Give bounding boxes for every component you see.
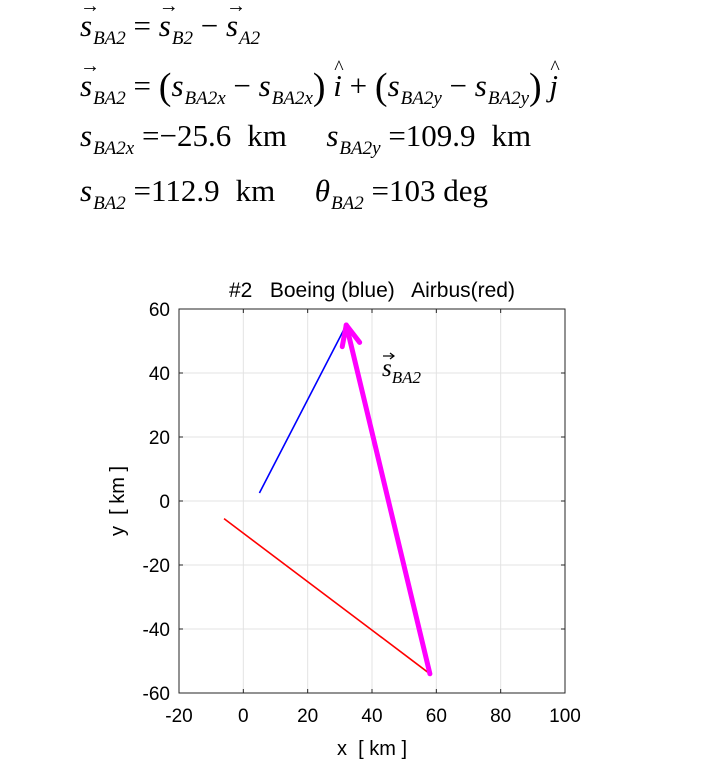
subscript: BA2 <box>331 193 364 214</box>
y-tick-label: -40 <box>143 620 170 641</box>
y-tick-label: 40 <box>149 364 170 385</box>
subscript: BA2 <box>93 28 126 49</box>
subscript: BA2x <box>93 138 135 159</box>
vector-label-arrow <box>383 352 395 360</box>
y-tick-label: -60 <box>143 684 170 705</box>
vector-arrowhead <box>339 322 363 350</box>
grid-lines <box>178 308 566 694</box>
magnitude-value: =112.9 <box>133 173 220 208</box>
vector-label-symbol: s <box>382 355 392 382</box>
subscript: BA2 <box>93 88 126 109</box>
unit: km <box>235 173 276 208</box>
x-tick-label: -20 <box>165 706 192 727</box>
vector-label: sBA2 <box>382 355 422 387</box>
minus-sign: − <box>200 8 219 43</box>
subscript: BA2x <box>271 88 313 109</box>
y-tick-label: 60 <box>149 300 170 321</box>
subscript: B2 <box>171 28 193 49</box>
equals-sign: = <box>133 8 152 43</box>
equation-block: s → BA2 = s → B2 − s → A2 s → BA2 = (sBA2x − sBA… <box>80 0 680 217</box>
subscript: BA2x <box>184 88 226 109</box>
equation-magnitude-angle: sBA2 =112.9 km θBA2 =103 deg <box>80 173 488 214</box>
subscript: BA2 <box>93 193 126 214</box>
unit: km <box>247 118 287 153</box>
x-tick-label: 100 <box>549 706 581 727</box>
x-tick-label: 60 <box>426 706 447 727</box>
equation-vector-difference: s → BA2 = s → B2 − s → A2 <box>80 0 261 49</box>
equation-components: s → BA2 = (sBA2x − sBA2x) i ^ + (sBA2y − sB… <box>80 55 560 109</box>
subscript: BA2y <box>339 138 381 159</box>
boeing-track-line <box>258 324 347 494</box>
subscript: A2 <box>239 28 261 49</box>
unit-vector-i: i <box>333 68 342 103</box>
plot-title: #2 Boeing (blue) Airbus(red) <box>229 279 515 302</box>
vector-shaft <box>343 322 433 677</box>
angle-value: =103 deg <box>371 173 488 208</box>
x-tick-label: 0 <box>238 706 249 727</box>
displacement-vector <box>339 322 433 677</box>
data-series <box>223 324 431 675</box>
equals-sign: = <box>133 68 152 103</box>
x-component-value: =−25.6 <box>141 118 232 153</box>
vector-label-subscript: BA2 <box>392 368 422 387</box>
airbus-track-line <box>223 517 431 675</box>
y-tick-label: 20 <box>149 428 170 449</box>
x-axis-label: x [ km ] <box>337 738 407 760</box>
unit-vector-j: j <box>549 68 559 103</box>
y-component-value: =109.9 <box>388 118 476 153</box>
subscript: BA2y <box>487 88 530 109</box>
x-tick-label: 40 <box>361 706 382 727</box>
vector-label-arrow-head <box>389 352 395 360</box>
y-tick-label: -20 <box>143 556 170 577</box>
y-axis-label: y [ km ] <box>107 466 129 536</box>
equation-values-xy: sBA2x =−25.6 km sBA2y =109.9 km <box>80 118 532 159</box>
subscript: BA2y <box>400 88 442 109</box>
x-tick-label: 20 <box>297 706 318 727</box>
axis-ticks: -20 0 20 40 60 80 100 -60 -40 -20 0 20 40 60 <box>143 300 581 727</box>
unit: km <box>491 118 532 153</box>
y-tick-label: 0 <box>159 492 170 513</box>
x-tick-label: 80 <box>490 706 511 727</box>
